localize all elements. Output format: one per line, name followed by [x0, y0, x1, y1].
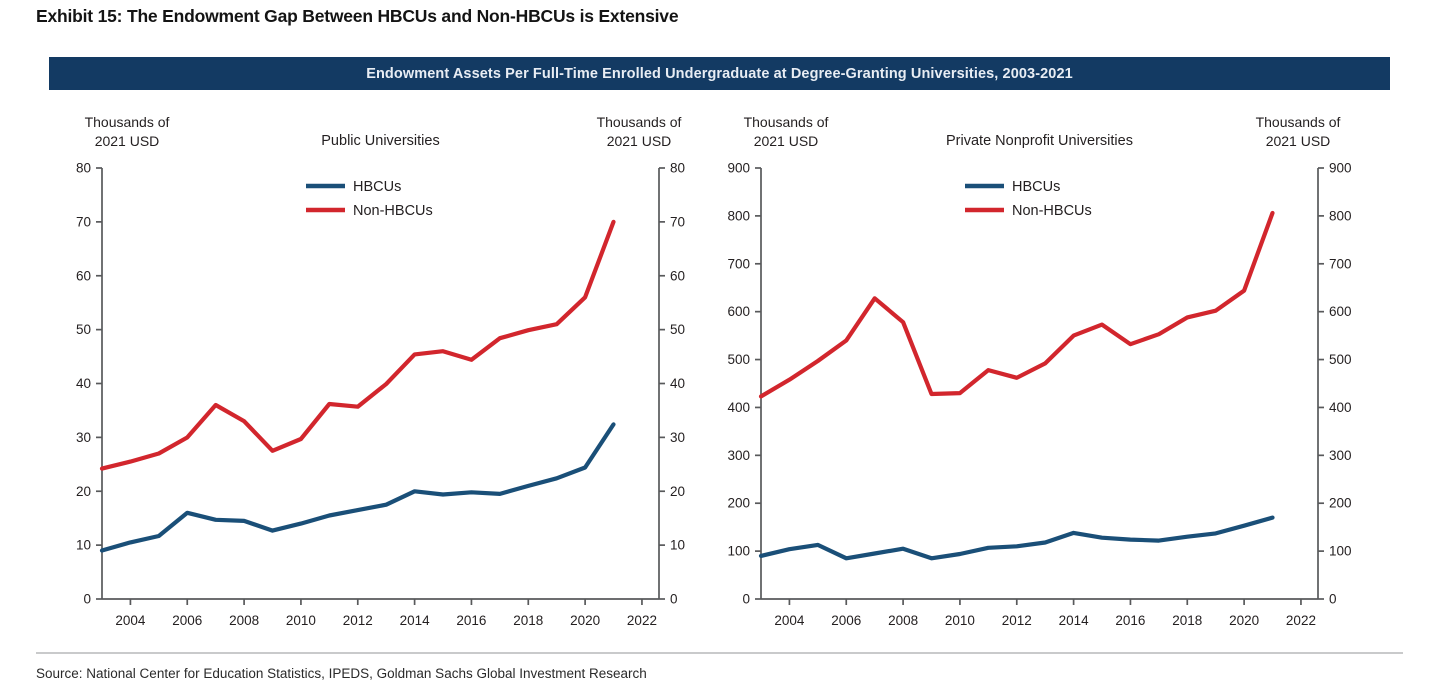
- y-tick-label-left: 80: [76, 161, 91, 176]
- y-tick-label-left: 400: [727, 400, 750, 415]
- y-tick-label-left: 300: [727, 448, 750, 463]
- x-tick-label: 2012: [343, 613, 373, 628]
- x-tick-label: 2010: [286, 613, 316, 628]
- y-tick-label-left: 0: [742, 592, 750, 607]
- banner-title: Endowment Assets Per Full-Time Enrolled …: [366, 65, 1073, 82]
- y-axis-unit-label-right: Thousands of 2021 USD: [1255, 114, 1341, 149]
- legend-label-non-hbcus: Non-HBCUs: [1012, 203, 1092, 219]
- y-tick-label-left: 20: [76, 484, 91, 499]
- y-tick-label-left: 800: [727, 208, 750, 223]
- y-tick-label-right: 800: [1329, 208, 1352, 223]
- series-line-non-hbcus: [99, 219, 616, 471]
- y-tick-label-right: 400: [1329, 400, 1352, 415]
- y-tick-label-right: 200: [1329, 496, 1352, 511]
- y-tick-label-right: 0: [1329, 592, 1337, 607]
- x-tick-label: 2018: [1172, 613, 1202, 628]
- series-line-non-hbcus: [758, 210, 1275, 399]
- x-tick-label: 2004: [774, 613, 805, 628]
- source-line: Source: National Center for Education St…: [36, 666, 647, 681]
- y-tick-label-left: 0: [83, 592, 91, 607]
- y-tick-label-left: 500: [727, 352, 750, 367]
- x-tick-label: 2006: [172, 613, 202, 628]
- y-tick-label-left: 600: [727, 304, 750, 319]
- x-tick-label: 2014: [400, 613, 431, 628]
- series-line-hbcus: [99, 422, 616, 553]
- y-axis-unit-label-right: Thousands of 2021 USD: [596, 114, 682, 149]
- y-tick-label-right: 10: [670, 538, 685, 553]
- legend-label-hbcus: HBCUs: [1012, 179, 1060, 195]
- x-tick-label: 2008: [229, 613, 259, 628]
- x-tick-label: 2020: [570, 613, 600, 628]
- y-axis-unit-label-left: Thousands of 2021 USD: [84, 114, 170, 149]
- chart-private-nonprofit-universities: Thousands of 2021 USD Private Nonprofit …: [695, 103, 1367, 645]
- y-tick-label-right: 300: [1329, 448, 1352, 463]
- x-tick-label: 2020: [1229, 613, 1259, 628]
- y-tick-label-right: 30: [670, 430, 685, 445]
- y-tick-label-left: 30: [76, 430, 91, 445]
- y-tick-label-left: 60: [76, 268, 91, 283]
- chart-title: Public Universities: [321, 133, 440, 149]
- x-tick-label: 2016: [1115, 613, 1145, 628]
- chart-public-universities: Thousands of 2021 USD Public Universitie…: [36, 103, 708, 645]
- chart-title: Private Nonprofit Universities: [946, 133, 1133, 149]
- legend-label-non-hbcus: Non-HBCUs: [353, 203, 433, 219]
- x-tick-label: 2018: [513, 613, 543, 628]
- line-plot: 0 0 100 100 200 200 300 300 400 400 500 500 600 600 70…: [727, 161, 1352, 629]
- y-tick-label-left: 100: [727, 544, 750, 559]
- y-tick-label-right: 600: [1329, 304, 1352, 319]
- x-tick-label: 2008: [888, 613, 918, 628]
- chart-banner: Endowment Assets Per Full-Time Enrolled …: [49, 57, 1390, 90]
- y-tick-label-right: 70: [670, 214, 685, 229]
- x-tick-label: 2014: [1059, 613, 1090, 628]
- x-tick-label: 2004: [115, 613, 146, 628]
- y-tick-label-left: 10: [76, 538, 91, 553]
- legend-label-hbcus: HBCUs: [353, 179, 401, 195]
- y-tick-label-right: 50: [670, 322, 685, 337]
- y-tick-label-right: 100: [1329, 544, 1352, 559]
- y-tick-label-right: 40: [670, 376, 685, 391]
- y-tick-label-right: 0: [670, 592, 678, 607]
- x-tick-label: 2022: [627, 613, 657, 628]
- y-tick-label-right: 500: [1329, 352, 1352, 367]
- x-tick-label: 2010: [945, 613, 975, 628]
- y-tick-label-right: 700: [1329, 256, 1352, 271]
- y-tick-label-right: 80: [670, 161, 685, 176]
- series-line-hbcus: [758, 515, 1275, 561]
- y-axis-unit-label-left: Thousands of 2021 USD: [743, 114, 829, 149]
- x-tick-label: 2022: [1286, 613, 1316, 628]
- x-tick-label: 2006: [831, 613, 861, 628]
- source-divider: [36, 652, 1403, 654]
- exhibit-title: Exhibit 15: The Endowment Gap Between HB…: [36, 6, 679, 26]
- y-tick-label-right: 60: [670, 268, 685, 283]
- x-tick-label: 2012: [1002, 613, 1032, 628]
- y-tick-label-left: 900: [727, 161, 750, 176]
- y-tick-label-left: 200: [727, 496, 750, 511]
- y-tick-label-left: 70: [76, 214, 91, 229]
- y-tick-label-left: 40: [76, 376, 91, 391]
- x-tick-label: 2016: [456, 613, 486, 628]
- y-tick-label-left: 50: [76, 322, 91, 337]
- y-tick-label-left: 700: [727, 256, 750, 271]
- y-tick-label-right: 900: [1329, 161, 1352, 176]
- y-tick-label-right: 20: [670, 484, 685, 499]
